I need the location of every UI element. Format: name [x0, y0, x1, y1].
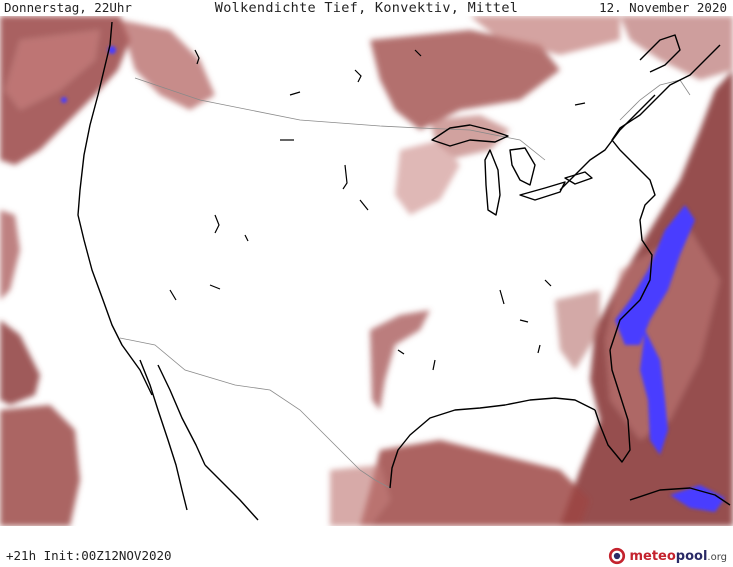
lake-superior — [431, 124, 509, 147]
convective-area-cuba — [670, 485, 725, 512]
us-mexico-border — [119, 337, 391, 489]
cloud-area-pacific-sw — [0, 320, 40, 405]
lake-outline — [359, 199, 369, 211]
lake-erie — [519, 181, 566, 201]
lake-outline — [194, 49, 200, 65]
labrador-coast — [639, 34, 681, 73]
cloud-area-bc — [120, 20, 215, 110]
logo-tld: .org — [707, 551, 727, 563]
header-day-time: Donnerstag, 22Uhr — [4, 0, 132, 15]
maine-border — [619, 79, 691, 121]
cloud-cover-layer — [0, 16, 733, 526]
meteopool-logo[interactable]: meteopool.org — [608, 545, 727, 567]
logo-meteo: meteo — [629, 548, 676, 564]
convective-cell-pnw — [108, 46, 116, 54]
lake-ontario — [564, 171, 593, 185]
cloud-area-canada-north — [370, 30, 560, 130]
header-date: 12. November 2020 — [599, 0, 727, 15]
lake-outline — [244, 234, 249, 242]
convective-cell-pacific — [61, 97, 67, 103]
convective-layer — [61, 46, 725, 512]
cloud-area-northeast-coast — [620, 16, 733, 80]
west-coast — [77, 21, 153, 396]
lake-outline — [574, 102, 586, 106]
lake-outline — [537, 344, 541, 354]
lake-outline — [169, 289, 177, 301]
cloud-area-texas-strip — [370, 310, 430, 410]
convective-area-florida — [640, 330, 668, 455]
forecast-run-info: +21h Init:00Z12NOV2020 — [6, 548, 172, 563]
cloud-area-hudson-top — [470, 16, 620, 55]
east-coast — [609, 44, 721, 351]
cloud-area-gulf — [360, 440, 590, 526]
canada-us-border — [134, 77, 546, 161]
map-title: Wolkendichte Tief, Konvektiv, Mittel — [214, 0, 519, 16]
mexico-pacific-coast — [204, 464, 259, 521]
small-lakes — [169, 49, 586, 371]
coastlines — [77, 21, 731, 521]
lake-michigan — [484, 149, 501, 216]
lake-huron — [509, 147, 536, 186]
cloud-area-ontario — [430, 115, 510, 158]
lake-outline — [214, 214, 220, 234]
lake-outline — [342, 164, 348, 190]
lake-outline — [209, 284, 221, 290]
weather-map — [0, 16, 733, 526]
baja-coast — [139, 359, 188, 511]
lake-outline — [499, 289, 505, 305]
gulf-coast — [389, 397, 596, 489]
lake-outline — [519, 319, 529, 323]
cloud-area-southeast — [555, 290, 600, 370]
lake-outline — [354, 69, 362, 83]
cloud-area-great-lakes-west — [395, 140, 460, 215]
lake-outline — [432, 359, 436, 371]
logo-pool: pool — [675, 548, 708, 564]
meteopool-logo-icon — [609, 547, 626, 565]
meteopool-logo-text: meteopool.org — [629, 549, 727, 564]
map-footer: +21h Init:00Z12NOV2020 meteopool.org — [0, 526, 733, 566]
political-borders — [119, 77, 691, 489]
florida-coast — [594, 349, 631, 463]
lake-outline — [397, 349, 405, 355]
cuba-coast — [629, 487, 731, 506]
lake-outline — [544, 279, 552, 287]
cloud-area-pacific-sw-lower — [0, 405, 80, 526]
lake-outline — [289, 91, 301, 96]
cloud-area-pacific-mid — [0, 210, 20, 300]
cloud-area-atlantic-light — [605, 230, 720, 440]
convective-area-carolinas — [615, 205, 695, 345]
gulf-of-california — [157, 364, 206, 466]
cloud-area-pacific-nw-light — [5, 30, 100, 110]
lake-outline — [414, 49, 422, 57]
